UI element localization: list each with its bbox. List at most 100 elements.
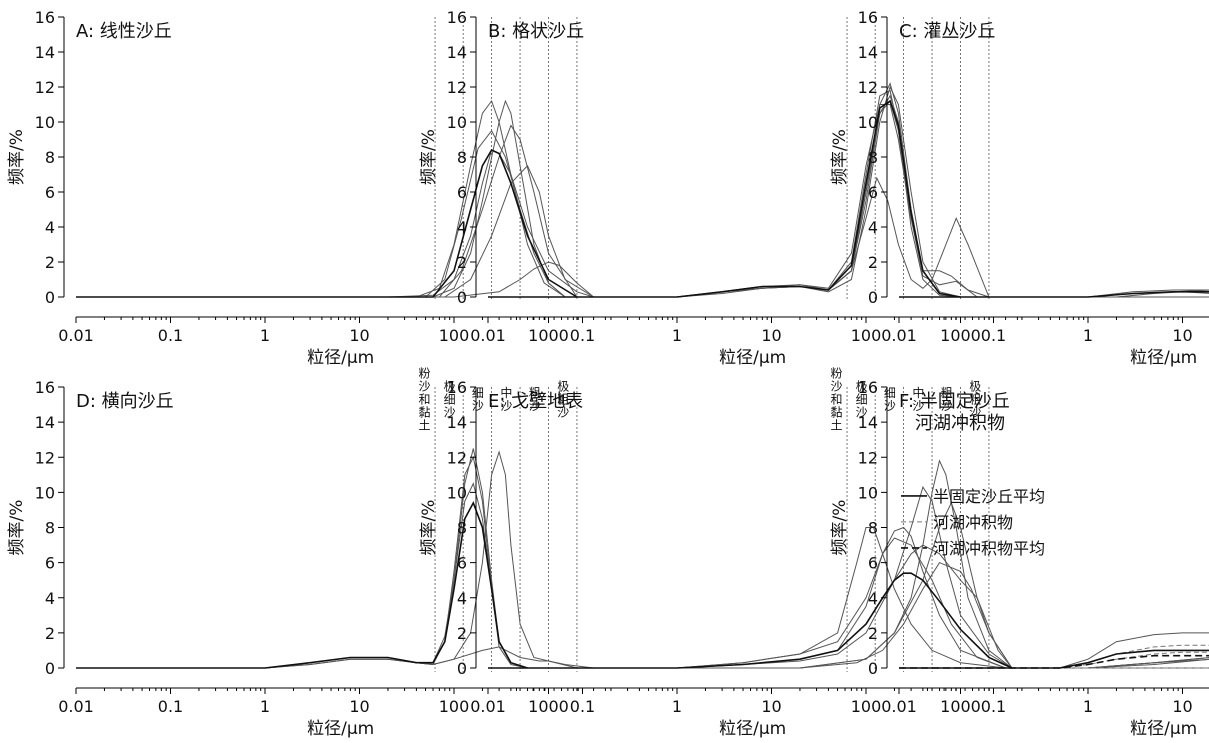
series-line [488, 85, 961, 298]
y-tick-label: 10 [35, 483, 55, 502]
y-tick-label: 8 [457, 519, 467, 538]
x-tick-label: 0.1 [570, 697, 595, 716]
x-tick-label: 1 [260, 697, 270, 716]
series-line [76, 450, 578, 669]
y-tick-label: 2 [457, 624, 467, 643]
y-tick-label: 12 [858, 78, 878, 97]
x-tick-label: 1000 [940, 697, 981, 716]
y-tick-label: 0 [457, 659, 467, 678]
panel-title: E: 戈壁地表 [488, 391, 583, 412]
y-tick-label: 16 [35, 378, 55, 397]
class-label: 中沙 [499, 385, 513, 412]
series-line [76, 149, 594, 298]
class-label: 极细沙 [442, 379, 456, 418]
panel-title: 河湖冲积物 [915, 413, 1005, 434]
x-axis-label: 粒径/μm [307, 719, 374, 739]
x-tick-label: 1 [672, 697, 682, 716]
y-axis-label: 频率/% [7, 500, 27, 556]
class-label: 粉沙和黏土 [829, 366, 843, 431]
series-line [76, 164, 594, 298]
x-tick-label: 0.01 [881, 697, 917, 716]
y-axis-label: 频率/% [830, 129, 850, 185]
series-line [76, 99, 566, 298]
class-label: 粉沙和黏土 [417, 366, 431, 431]
class-label: 中沙 [911, 385, 925, 412]
series-line [76, 129, 566, 298]
series-line [488, 572, 1013, 669]
x-axis-label: 粒径/μm [719, 719, 786, 739]
y-tick-label: 4 [457, 589, 467, 608]
y-tick-label: 14 [858, 43, 878, 62]
class-label: 极粗沙 [968, 379, 982, 418]
series-line [899, 289, 1209, 298]
y-tick-label: 14 [447, 413, 467, 432]
series-line [899, 296, 1209, 298]
series-line [76, 646, 594, 669]
class-label: 细沙 [882, 386, 896, 412]
series-line [899, 657, 1209, 669]
x-axis-label: 粒径/μm [1130, 348, 1197, 368]
x-tick-label: 10 [761, 326, 781, 345]
y-tick-label: 2 [868, 624, 878, 643]
series-line [899, 289, 1209, 298]
x-tick-label: 0.1 [158, 697, 183, 716]
y-tick-label: 8 [868, 519, 878, 538]
series-line [488, 99, 961, 298]
panel-title: D: 横向沙丘 [76, 391, 174, 412]
panel-f: 02468101214160.010.11101001000粒径/μm频率/%粉… [830, 378, 1209, 739]
x-axis-label: 粒径/μm [1130, 719, 1197, 739]
y-tick-label: 6 [45, 554, 55, 573]
y-tick-label: 0 [868, 288, 878, 307]
x-tick-label: 1 [1083, 326, 1093, 345]
y-tick-label: 12 [447, 448, 467, 467]
y-tick-label: 12 [447, 78, 467, 97]
legend-label: 河湖冲积物 [933, 513, 1013, 532]
y-tick-label: 6 [457, 554, 467, 573]
y-tick-label: 14 [858, 413, 878, 432]
series-line [899, 291, 1209, 298]
class-label: 粗沙 [939, 386, 953, 412]
x-tick-label: 1 [1083, 697, 1093, 716]
series-line [488, 501, 1013, 669]
x-tick-label: 1 [672, 326, 682, 345]
y-axis-label: 频率/% [7, 129, 27, 185]
series-line [76, 500, 528, 669]
series-line [488, 537, 1006, 669]
class-label: 粗沙 [527, 386, 541, 412]
y-tick-label: 14 [35, 43, 55, 62]
x-axis-label: 粒径/μm [719, 348, 786, 368]
x-tick-label: 0.1 [158, 326, 183, 345]
series-line [899, 291, 1209, 298]
series-line [899, 658, 1209, 669]
y-tick-label: 8 [457, 148, 467, 167]
series-line [76, 148, 578, 298]
class-label: 细沙 [470, 386, 484, 412]
legend-label: 半固定沙丘平均 [933, 487, 1045, 506]
class-label: 极粗沙 [556, 379, 570, 418]
y-tick-label: 16 [858, 8, 878, 27]
x-tick-label: 0.1 [981, 326, 1006, 345]
y-tick-label: 4 [457, 218, 467, 237]
y-tick-label: 12 [35, 448, 55, 467]
y-tick-label: 10 [858, 113, 878, 132]
y-tick-label: 2 [45, 253, 55, 272]
y-tick-label: 2 [457, 253, 467, 272]
y-tick-label: 16 [447, 378, 467, 397]
y-tick-label: 6 [457, 183, 467, 202]
x-tick-label: 0.01 [470, 326, 506, 345]
x-tick-label: 100 [439, 326, 470, 345]
y-axis-label: 频率/% [830, 500, 850, 556]
series-line [899, 632, 1209, 669]
y-tick-label: 4 [868, 218, 878, 237]
series-line [488, 89, 961, 298]
series-line [76, 99, 566, 298]
x-tick-label: 1000 [528, 697, 569, 716]
y-tick-label: 0 [45, 288, 55, 307]
x-tick-label: 100 [851, 697, 882, 716]
x-tick-label: 0.01 [58, 326, 94, 345]
y-tick-label: 10 [447, 113, 467, 132]
